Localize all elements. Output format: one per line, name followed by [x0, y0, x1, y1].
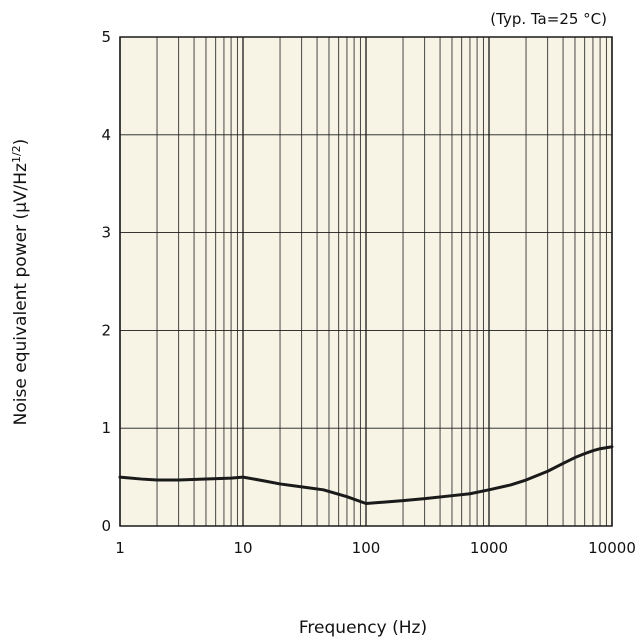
annotation: (Typ. Ta=25 °C) [490, 10, 607, 28]
y-tick-label: 4 [101, 126, 111, 144]
x-tick-label: 10 [233, 539, 252, 557]
y-axis-title-close: ) [11, 139, 31, 146]
y-axis-title: Noise equivalent power (µV/Hz1/2) [10, 139, 32, 426]
minor-gridlines [156, 37, 607, 526]
x-tick-label: 10000 [588, 539, 636, 557]
y-tick-label: 5 [101, 28, 111, 46]
y-axis-title-main: Noise equivalent power (µV/Hz [11, 163, 31, 425]
y-tick-label: 0 [101, 517, 111, 535]
y-tick-labels: 0 1 2 3 4 5 [101, 28, 111, 535]
x-tick-label: 1000 [470, 539, 508, 557]
plot-frame [119, 36, 613, 527]
y-tick-label: 2 [101, 321, 111, 339]
x-tick-label: 100 [352, 539, 381, 557]
y-axis-title-superscript: 1/2 [10, 145, 23, 163]
x-axis-title: Frequency (Hz) [299, 618, 427, 638]
y-tick-label: 1 [101, 419, 111, 437]
series-line [118, 445, 614, 506]
y-tick-label: 3 [101, 224, 111, 242]
x-tick-labels: 1 10 100 1000 10000 [115, 539, 636, 557]
x-tick-label: 1 [115, 539, 125, 557]
